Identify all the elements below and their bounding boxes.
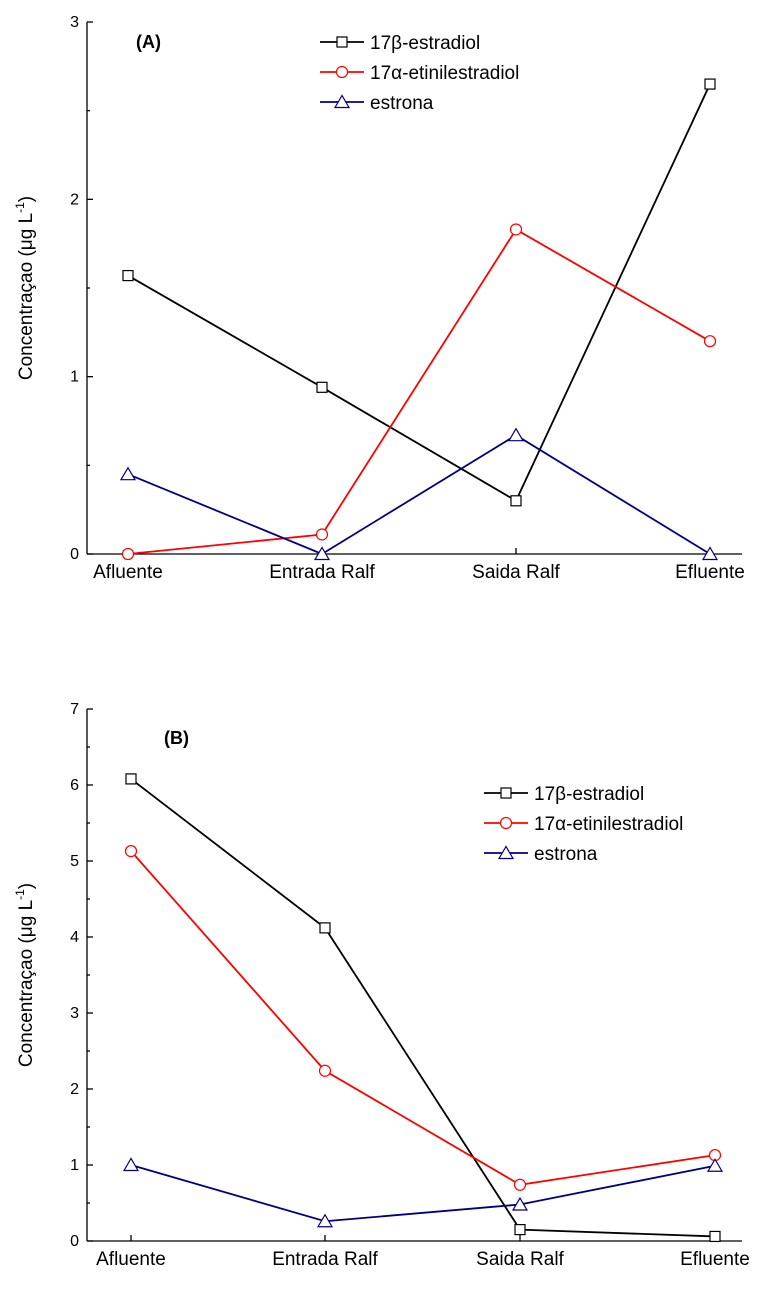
series-1 <box>122 78 716 507</box>
data-point <box>125 773 137 785</box>
y-tick-label: 3 <box>70 1005 79 1022</box>
legend-entry: estrona <box>320 93 434 114</box>
data-point <box>701 546 719 561</box>
x-tick-label: Afluente <box>96 1249 166 1270</box>
data-point <box>316 1213 334 1228</box>
x-tick-label: Saida Ralf <box>472 562 560 583</box>
y-tick-label: 6 <box>70 777 79 794</box>
series-line <box>127 228 711 555</box>
legend-marker <box>336 36 348 48</box>
series-2 <box>121 223 717 561</box>
y-tick-label: 2 <box>70 191 79 208</box>
legend-entry: 17α-etinilestradiol <box>320 63 519 84</box>
data-point <box>511 1196 529 1211</box>
series-line <box>130 850 716 1186</box>
series-line <box>127 83 711 503</box>
legend-entry: 17β-estradiol <box>484 784 644 805</box>
series-line <box>127 434 711 556</box>
y-axis-label-close: ) <box>16 196 37 202</box>
series-3 <box>122 1157 724 1228</box>
y-tick-label: 4 <box>70 929 79 946</box>
legend-label: estrona <box>534 844 598 865</box>
data-point <box>315 528 329 541</box>
y-tick-label: 2 <box>70 1081 79 1098</box>
data-point <box>319 922 331 934</box>
data-point <box>122 269 134 282</box>
legend-label: 17β-estradiol <box>534 784 644 805</box>
y-axis-label: Concentraçao (μg L-1) <box>13 883 37 1067</box>
data-point <box>703 335 717 348</box>
x-tick-label: Entrada Ralf <box>269 562 375 583</box>
y-tick-label: 1 <box>70 369 79 386</box>
y-tick-label: 1 <box>70 1157 79 1174</box>
y-tick-label: 0 <box>70 1233 79 1250</box>
data-point <box>706 1158 724 1172</box>
series-line <box>130 1164 716 1223</box>
y-tick-label: 0 <box>70 546 79 563</box>
legend-marker <box>500 787 512 799</box>
y-axis-label-main: Concentraçao (μg L <box>16 900 37 1067</box>
series-2 <box>124 845 722 1191</box>
legend-label: estrona <box>370 93 434 114</box>
y-tick-label: 7 <box>70 701 79 718</box>
data-point <box>507 427 525 442</box>
legend-entry: 17β-estradiol <box>320 33 480 54</box>
data-point <box>318 1064 332 1077</box>
y-axis-label-sup: -1 <box>13 202 27 213</box>
series-line <box>130 778 716 1238</box>
legend-marker <box>497 845 515 860</box>
y-tick-label: 5 <box>70 853 79 870</box>
legend-marker <box>499 816 513 830</box>
legend-label: 17β-estradiol <box>370 33 480 54</box>
x-tick-label: Afluente <box>93 562 163 583</box>
legend-label: 17α-etinilestradiol <box>534 814 683 835</box>
data-point <box>119 466 137 481</box>
x-tick-label: Entrada Ralf <box>272 1249 378 1270</box>
y-axis-label: Concentraçao (μg L-1) <box>13 196 37 380</box>
chart-panel-a: 0 1 2 3 Afluente Entrada Ralf Saida Ralf Efluen… <box>13 14 745 583</box>
legend-marker <box>335 65 349 79</box>
x-tick-label: Efluente <box>680 1249 750 1270</box>
data-point <box>122 1157 140 1172</box>
legend-entry: 17α-etinilestradiol <box>484 814 683 835</box>
x-tick-label: Saida Ralf <box>476 1249 564 1270</box>
y-axis-label-main: Concentraçao (μg L <box>16 213 37 380</box>
data-point <box>316 381 328 393</box>
data-point <box>709 1230 721 1243</box>
legend-entry: estrona <box>484 844 598 865</box>
series-3 <box>119 427 719 561</box>
data-point <box>313 546 331 561</box>
chart-panel-b: 0 1 2 3 4 5 6 7 Afluente Entrada Ralf Saida Ralf Ef… <box>13 701 750 1270</box>
data-point <box>513 1178 527 1191</box>
panel-label: (A) <box>136 32 161 52</box>
data-point <box>510 495 522 507</box>
y-axis-label-close: ) <box>16 883 37 889</box>
legend-label: 17α-etinilestradiol <box>370 63 519 84</box>
data-point <box>121 547 135 561</box>
data-point <box>509 223 523 236</box>
panel-label: (B) <box>164 728 189 748</box>
y-tick-label: 3 <box>70 14 79 31</box>
data-point <box>124 845 138 858</box>
data-point <box>514 1223 526 1236</box>
x-tick-label: Efluente <box>675 562 745 583</box>
data-point <box>704 78 716 90</box>
series-1 <box>125 773 721 1243</box>
y-axis-label-sup: -1 <box>13 889 27 900</box>
legend-marker <box>333 94 351 109</box>
